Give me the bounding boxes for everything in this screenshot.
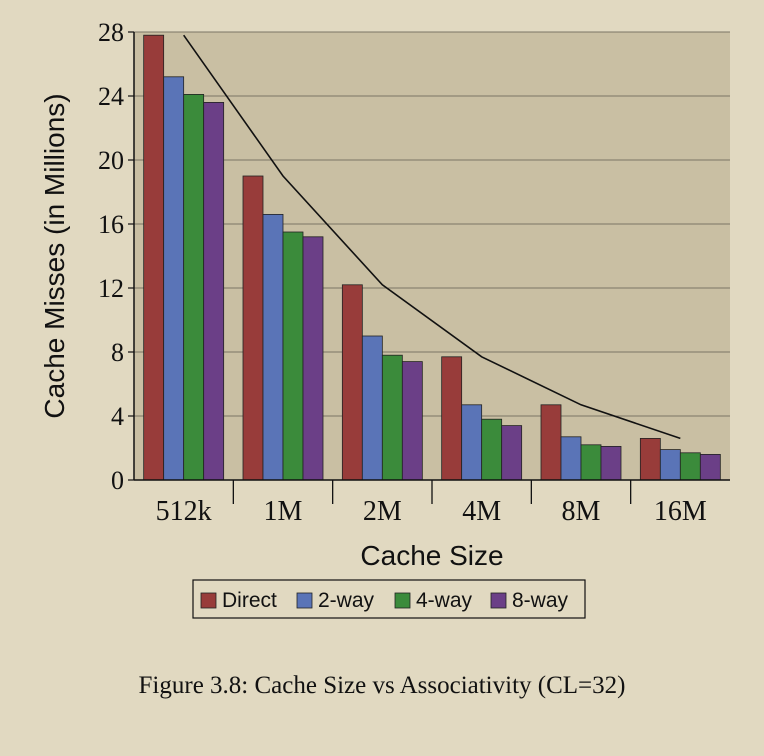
bar — [481, 418, 503, 481]
legend-label: Direct — [222, 589, 277, 612]
legend-swatch — [394, 592, 411, 609]
y-tick-label: 24 — [98, 82, 124, 111]
bar — [242, 175, 264, 481]
bar — [401, 361, 423, 481]
legend-label: 4-way — [416, 589, 473, 612]
y-tick-label: 28 — [98, 18, 124, 47]
x-tick-label: 8M — [562, 496, 601, 527]
bar — [699, 453, 721, 481]
legend-box — [192, 579, 586, 619]
bar — [302, 236, 324, 481]
x-tick-label: 1M — [264, 496, 303, 527]
y-axis-title: Cache Misses (in Millions) — [39, 93, 70, 418]
bar — [381, 354, 403, 481]
x-tick-label: 4M — [462, 496, 501, 527]
y-tick-label: 12 — [98, 274, 124, 303]
y-tick-label: 8 — [111, 338, 124, 367]
legend-swatch — [296, 592, 313, 609]
y-tick-label: 4 — [111, 402, 124, 431]
bar — [282, 231, 304, 481]
x-tick-label: 512k — [156, 496, 212, 527]
x-axis-title: Cache Size — [360, 540, 503, 571]
bar — [639, 437, 661, 481]
bar — [183, 94, 205, 481]
bar — [441, 356, 463, 481]
bar — [679, 452, 701, 481]
bar — [659, 449, 681, 481]
bar — [163, 76, 185, 481]
bar — [203, 102, 225, 481]
bar — [361, 335, 383, 481]
y-tick-label: 16 — [98, 210, 124, 239]
y-tick-label: 20 — [98, 146, 124, 175]
bar — [461, 404, 483, 481]
legend-swatch — [490, 592, 507, 609]
bar — [341, 284, 363, 481]
trend-line — [183, 34, 681, 440]
bar — [262, 213, 284, 481]
legend-label: 8-way — [512, 589, 569, 612]
x-tick-label: 16M — [654, 496, 707, 527]
bar — [143, 34, 165, 481]
bar — [560, 436, 582, 481]
bar — [540, 404, 562, 481]
bar — [501, 425, 523, 481]
legend-label: 2-way — [318, 589, 375, 612]
y-tick-label: 0 — [111, 466, 124, 495]
x-tick-label: 2M — [363, 496, 402, 527]
bar-chart: 0 4 8 12 16 20 24 28 512k 1M 2M 4M 8M 16M Cache Size Ca… — [39, 18, 730, 619]
legend-swatch — [200, 592, 217, 609]
figure-caption: Figure 3.8: Cache Size vs Associativity … — [138, 672, 626, 699]
bar — [580, 444, 602, 481]
bar — [600, 445, 622, 481]
